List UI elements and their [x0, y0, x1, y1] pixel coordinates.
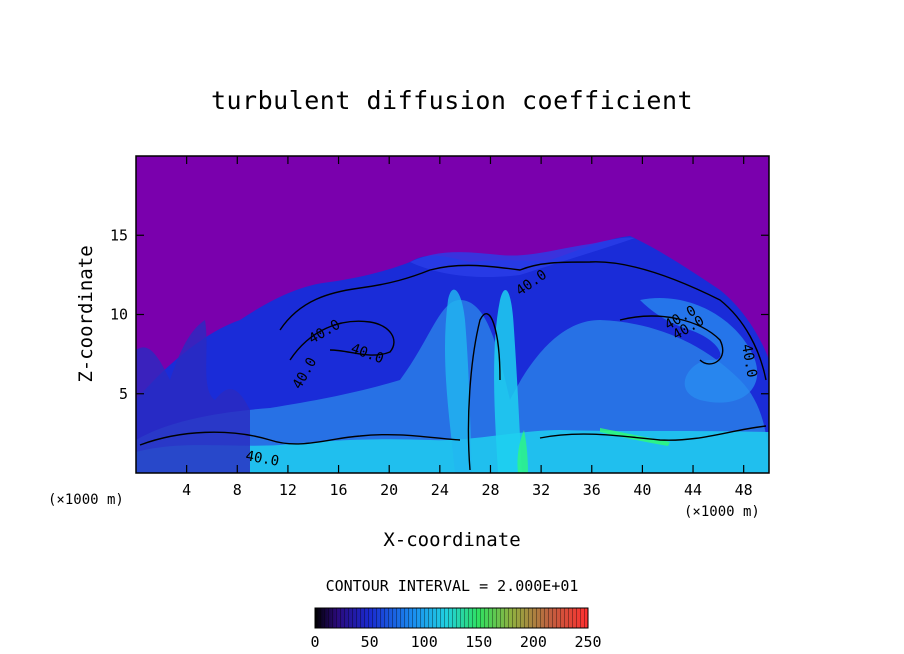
x-tick-label: 12 — [279, 481, 297, 499]
contour-bottom — [139, 431, 461, 446]
chart-title: turbulent diffusion coefficient — [210, 86, 694, 115]
x-tick-label: 28 — [481, 481, 499, 499]
x-tick-label: 20 — [380, 481, 398, 499]
contour-label: 40.0 — [738, 343, 760, 379]
colorbar-tick-label: 0 — [310, 633, 319, 651]
x-unit-right: (×1000 m) — [684, 504, 760, 520]
colorbar-ticks: 0 50 100 150 200 250 — [310, 633, 601, 651]
contour-jet — [467, 313, 501, 471]
swirl-right — [640, 298, 758, 403]
jet-left — [445, 289, 472, 473]
colorbar-tick-label: 250 — [574, 633, 601, 651]
jet-green — [517, 430, 528, 473]
contour-bottom-right — [539, 425, 767, 441]
colorbar-frame — [314, 607, 589, 629]
colorbar-stripes — [315, 608, 588, 628]
colorbar-tick-label: 150 — [465, 633, 492, 651]
y-axis-title: Z-coordinate — [75, 245, 97, 382]
x-tick-label: 32 — [532, 481, 550, 499]
x-tick-label: 48 — [735, 481, 753, 499]
x-unit-left: (×1000 m) — [48, 492, 124, 508]
contour-lines — [139, 261, 767, 471]
cloud-upper-wisp — [410, 237, 635, 278]
contour-swirl — [619, 315, 724, 365]
jet-center — [494, 290, 522, 473]
contour-interval-label: CONTOUR INTERVAL = 2.000E+01 — [325, 577, 579, 595]
x-tick-label: 44 — [684, 481, 702, 499]
colorbar-tick-label: 200 — [520, 633, 547, 651]
contour-outer — [279, 261, 767, 381]
cloud-high-region — [136, 430, 769, 473]
heatmap-field — [136, 156, 769, 473]
colorbar-tick-label: 50 — [361, 633, 379, 651]
y-axis: 5 10 15 — [110, 226, 769, 403]
y-tick-label: 15 — [110, 226, 128, 244]
colorbar: 0 50 100 150 200 250 — [310, 607, 602, 651]
x-tick-label: 16 — [330, 481, 348, 499]
x-axis-title: X-coordinate — [383, 529, 520, 551]
left-turbulence — [136, 320, 250, 473]
x-tick-label: 36 — [583, 481, 601, 499]
y-tick-label: 5 — [119, 385, 128, 403]
x-tick-label: 8 — [233, 481, 242, 499]
x-tick-label: 40 — [633, 481, 651, 499]
colorbar-tick-label: 100 — [411, 633, 438, 651]
contour-inner-left — [289, 320, 395, 361]
x-tick-label: 24 — [431, 481, 449, 499]
x-axis: 4 8 12 16 20 24 28 32 36 40 44 48 — [182, 156, 753, 499]
y-tick-label: 10 — [110, 306, 128, 324]
contour-label: 40.0 — [244, 448, 280, 470]
x-tick-label: 4 — [182, 481, 191, 499]
